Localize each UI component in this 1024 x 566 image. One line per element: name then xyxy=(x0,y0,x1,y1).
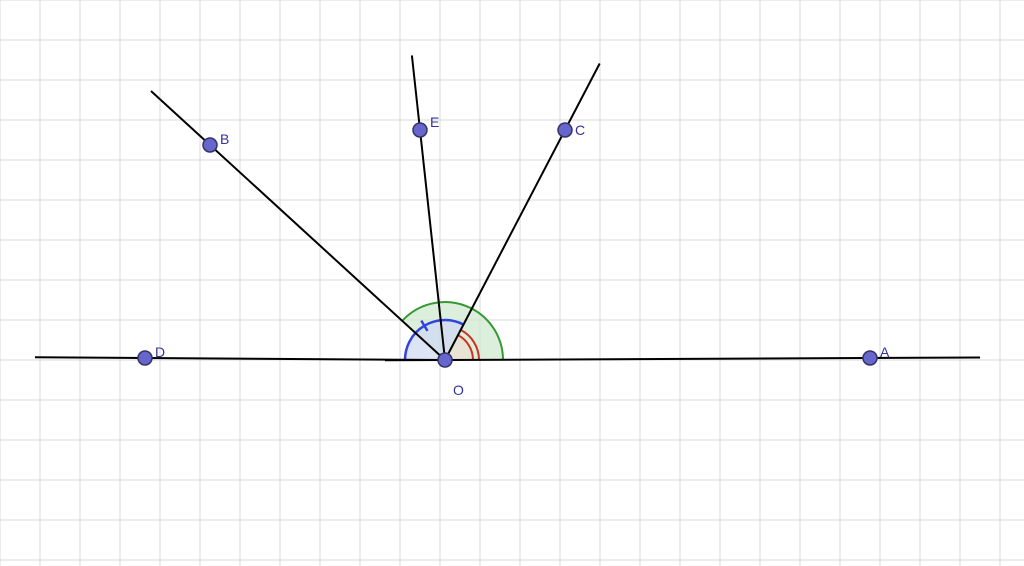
point-B xyxy=(203,138,217,152)
point-O xyxy=(438,353,452,367)
angle-arcs xyxy=(402,302,503,360)
rays xyxy=(35,55,980,360)
geometry-svg xyxy=(0,0,1024,566)
point-A xyxy=(863,351,877,365)
geometry-canvas: ABCDEO xyxy=(0,0,1024,566)
grid xyxy=(0,0,1024,566)
point-D xyxy=(138,351,152,365)
point-C xyxy=(558,123,572,137)
point-E xyxy=(413,123,427,137)
